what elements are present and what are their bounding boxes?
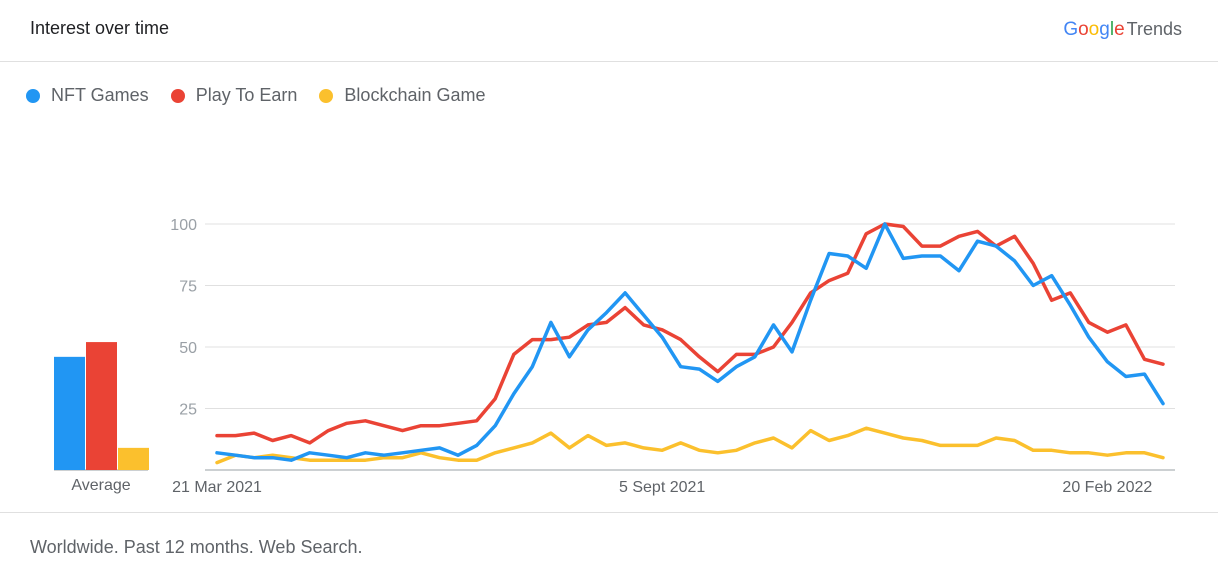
legend-item[interactable]: NFT Games <box>26 85 149 106</box>
header: Interest over time Google Trends <box>0 0 1218 62</box>
legend-item[interactable]: Play To Earn <box>170 85 298 106</box>
google-wordmark: Google <box>1063 19 1125 40</box>
legend-dot-icon <box>319 88 334 103</box>
y-tick-label: 50 <box>179 340 197 357</box>
y-tick-label: 100 <box>170 217 197 234</box>
legend-dot-icon <box>170 88 185 103</box>
line-chart: 25 50 75 100 Average 21 Mar 2021 5 Sept 2021 20… <box>54 217 1175 496</box>
legend-label: Play To Earn <box>195 85 298 105</box>
y-tick-label: 75 <box>179 279 197 296</box>
series-line <box>215 222 1165 445</box>
footer: Worldwide. Past 12 months. Web Search. <box>0 512 1218 576</box>
average-bar <box>118 447 149 470</box>
google-trends-logo: Google Trends <box>1063 19 1182 41</box>
legend-label: Blockchain Game <box>344 85 486 105</box>
x-tick-label: 20 Feb 2022 <box>1062 479 1152 496</box>
average-bar <box>54 356 85 470</box>
x-tick-label: 5 Sept 2021 <box>619 479 705 496</box>
trends-wordmark: Trends <box>1126 19 1182 39</box>
footer-scope-text: Worldwide. Past 12 months. Web Search. <box>30 537 363 557</box>
average-label: Average <box>71 477 130 494</box>
average-bar <box>86 342 117 470</box>
series-line <box>215 426 1165 465</box>
legend-dot-icon <box>26 88 40 103</box>
chart-title: Interest over time <box>30 18 170 38</box>
legend: NFT Games Play To Earn Blockchain Game <box>26 85 508 106</box>
legend-item[interactable]: Blockchain Game <box>319 85 486 106</box>
x-tick-label: 21 Mar 2021 <box>172 479 262 496</box>
legend-label: NFT Games <box>51 85 149 105</box>
y-tick-label: 25 <box>179 402 197 419</box>
series-line <box>215 222 1165 462</box>
